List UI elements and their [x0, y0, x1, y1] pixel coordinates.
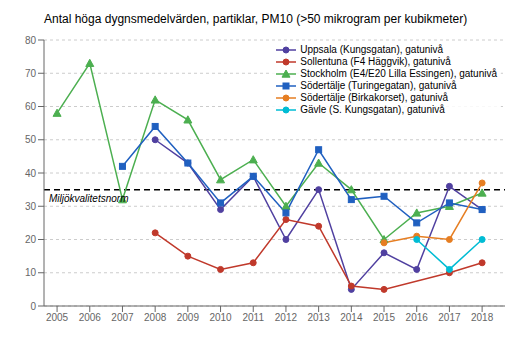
svg-text:2008: 2008 [144, 312, 167, 323]
svg-text:2007: 2007 [111, 312, 134, 323]
svg-text:60: 60 [25, 101, 37, 112]
html-text:Södertälje (Turingegatan), gat: Södertälje (Turingegatan), gatunivå [300, 80, 457, 91]
html-text:Antal höga dygnsmedelvärden, p: Antal höga dygnsmedelvärden, partiklar, … [44, 12, 468, 26]
svg-text:80: 80 [25, 35, 37, 46]
svg-text:30: 30 [25, 201, 37, 212]
svg-text:2009: 2009 [177, 312, 200, 323]
svg-text:2005: 2005 [46, 312, 69, 323]
html-text:Sollentuna (F4 Häggvik), gatun: Sollentuna (F4 Häggvik), gatunivå [300, 56, 451, 67]
html-text:Stockholm (E4/E20 Lilla Essing: Stockholm (E4/E20 Lilla Essingen), gatun… [300, 68, 497, 79]
svg-text:40: 40 [25, 168, 37, 179]
svg-text:Miljökvalitetsnorm: Miljökvalitetsnorm [49, 193, 128, 204]
html-text:Uppsala (Kungsgatan), gatunivå: Uppsala (Kungsgatan), gatunivå [300, 44, 444, 55]
svg-text:2017: 2017 [438, 312, 461, 323]
svg-text:2016: 2016 [406, 312, 429, 323]
html-text:Södertälje (Birkakorset), gatu: Södertälje (Birkakorset), gatunivå [300, 92, 449, 103]
svg-text:70: 70 [25, 68, 37, 79]
svg-text:2013: 2013 [308, 312, 331, 323]
svg-text:2011: 2011 [242, 312, 264, 323]
svg-text:2015: 2015 [373, 312, 396, 323]
svg-text:0: 0 [30, 301, 36, 312]
svg-text:20: 20 [25, 234, 37, 245]
svg-text:2018: 2018 [471, 312, 494, 323]
svg-text:10: 10 [25, 267, 37, 278]
svg-text:2006: 2006 [79, 312, 102, 323]
svg-text:50: 50 [25, 134, 37, 145]
svg-text:2012: 2012 [275, 312, 298, 323]
svg-text:2010: 2010 [209, 312, 232, 323]
html-text:Gävle (S. Kungsgatan), gatuniv: Gävle (S. Kungsgatan), gatunivå [300, 104, 445, 115]
svg-text:2014: 2014 [340, 312, 363, 323]
